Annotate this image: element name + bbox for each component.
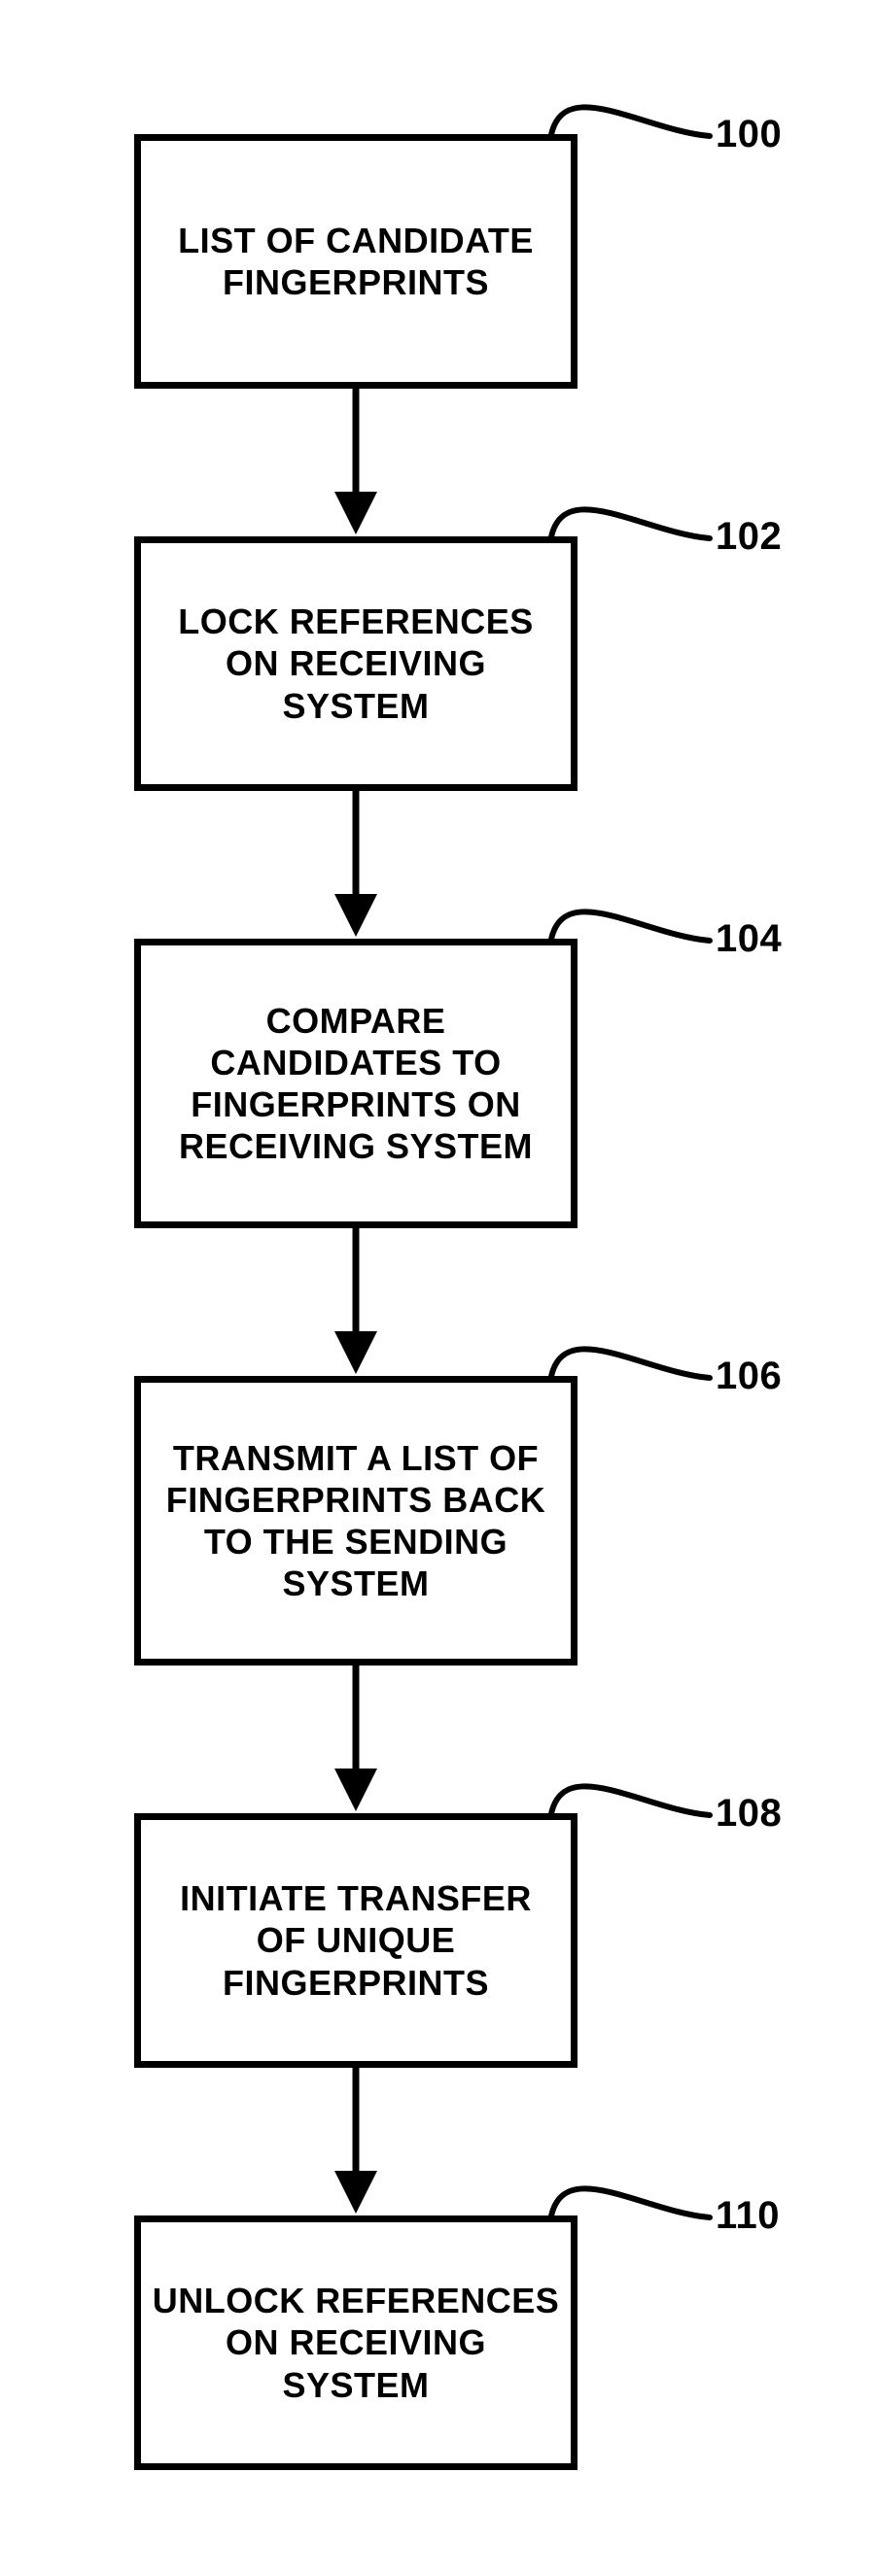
flow-node-text-106: TRANSMIT A LIST OF FINGERPRINTS BACK TO … bbox=[141, 1437, 571, 1605]
flow-node-106: TRANSMIT A LIST OF FINGERPRINTS BACK TO … bbox=[134, 1376, 578, 1666]
flow-node-text-110: UNLOCK REFERENCES ON RECEIVING SYSTEM bbox=[141, 2280, 571, 2406]
flow-node-text-104: COMPARE CANDIDATES TO FINGERPRINTS ON RE… bbox=[141, 1000, 571, 1168]
flowchart-canvas: LIST OF CANDIDATE FINGERPRINTS LOCK REFER… bbox=[0, 0, 875, 2576]
ref-label-100: 100 bbox=[716, 113, 782, 156]
ref-label-104: 104 bbox=[716, 917, 782, 961]
flow-node-text-108: INITIATE TRANSFER OF UNIQUE FINGERPRINTS bbox=[141, 1877, 571, 2004]
flow-node-text-102: LOCK REFERENCES ON RECEIVING SYSTEM bbox=[141, 601, 571, 727]
ref-label-106: 106 bbox=[716, 1355, 782, 1398]
flow-node-102: LOCK REFERENCES ON RECEIVING SYSTEM bbox=[134, 536, 578, 791]
flow-node-104: COMPARE CANDIDATES TO FINGERPRINTS ON RE… bbox=[134, 939, 578, 1228]
ref-label-110: 110 bbox=[716, 2194, 780, 2238]
flow-node-text-100: LIST OF CANDIDATE FINGERPRINTS bbox=[141, 220, 571, 303]
ref-label-102: 102 bbox=[716, 515, 782, 559]
flow-node-100: LIST OF CANDIDATE FINGERPRINTS bbox=[134, 134, 578, 389]
ref-label-108: 108 bbox=[716, 1792, 782, 1836]
flow-node-108: INITIATE TRANSFER OF UNIQUE FINGERPRINTS bbox=[134, 1813, 578, 2068]
flow-node-110: UNLOCK REFERENCES ON RECEIVING SYSTEM bbox=[134, 2215, 578, 2470]
